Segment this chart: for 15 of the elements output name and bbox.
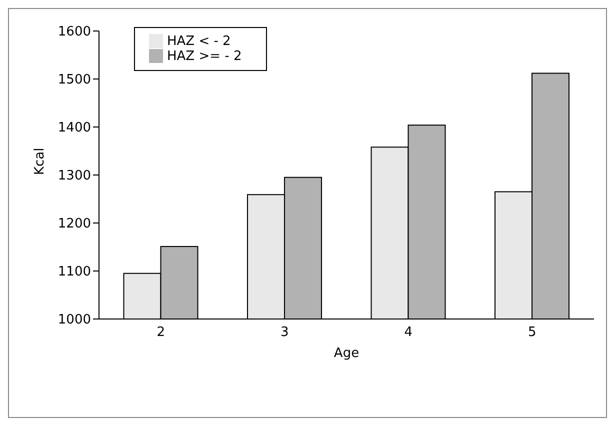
x-tick-label: 4 xyxy=(404,325,413,340)
legend-label: HAZ < - 2 xyxy=(167,34,231,49)
x-tick-label: 3 xyxy=(280,325,289,340)
y-tick-label: 1000 xyxy=(58,312,91,328)
y-tick-label: 1600 xyxy=(58,24,91,40)
x-tick-label: 2 xyxy=(156,325,166,340)
y-tick-label: 1200 xyxy=(58,216,91,232)
x-axis-title: Age xyxy=(334,346,360,361)
y-tick-label: 1300 xyxy=(58,168,91,184)
y-axis-title: Kcal xyxy=(32,148,48,175)
y-tick-label: 1500 xyxy=(58,72,91,88)
legend-label: HAZ >= - 2 xyxy=(167,49,242,64)
x-tick-label: 5 xyxy=(528,325,536,340)
y-tick-label: 1400 xyxy=(58,120,91,136)
y-tick-label: 1100 xyxy=(58,264,91,280)
